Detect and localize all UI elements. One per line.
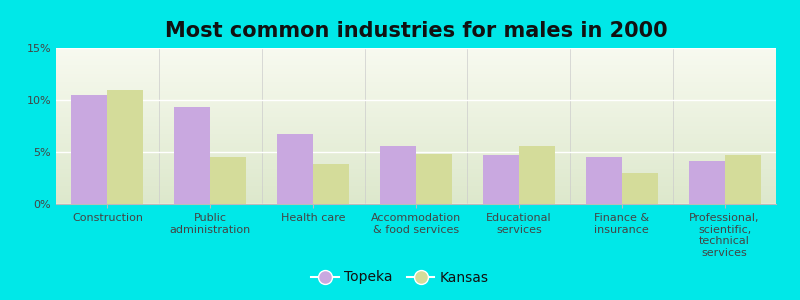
Bar bbox=[380, 146, 416, 204]
Bar bbox=[689, 161, 725, 204]
Bar bbox=[107, 90, 143, 204]
Bar bbox=[725, 155, 761, 204]
Bar bbox=[277, 134, 313, 204]
Bar bbox=[483, 155, 519, 204]
Bar bbox=[313, 164, 349, 204]
Bar bbox=[416, 154, 452, 204]
Bar bbox=[174, 107, 210, 204]
Legend: Topeka, Kansas: Topeka, Kansas bbox=[306, 265, 494, 290]
Bar bbox=[210, 157, 246, 204]
Bar bbox=[622, 173, 658, 204]
Bar bbox=[71, 95, 107, 204]
Bar bbox=[519, 146, 555, 204]
Title: Most common industries for males in 2000: Most common industries for males in 2000 bbox=[165, 21, 667, 41]
Bar bbox=[586, 157, 622, 204]
